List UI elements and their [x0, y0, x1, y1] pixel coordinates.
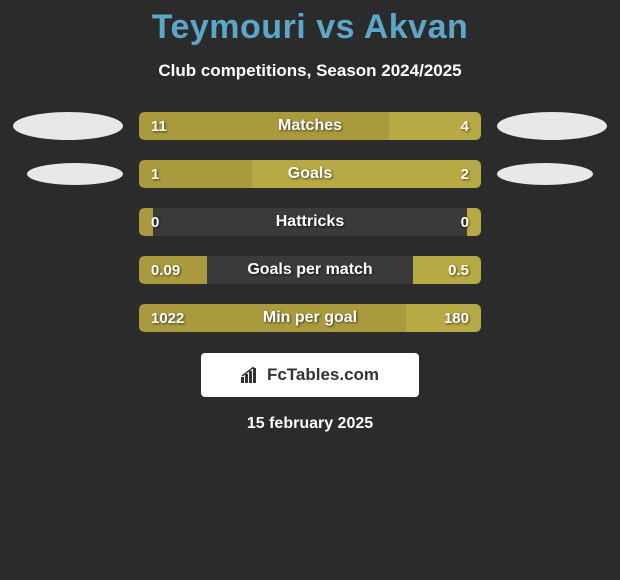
- stat-label: Matches: [139, 112, 481, 140]
- stat-bar: 11Matches4: [139, 112, 481, 140]
- stat-label: Goals per match: [139, 256, 481, 284]
- page-title: Teymouri vs Akvan: [0, 8, 620, 47]
- stat-bar: 0Hattricks0: [139, 208, 481, 236]
- stat-row: 1Goals2: [0, 159, 620, 189]
- player-left-marker: [13, 112, 123, 140]
- bar-chart-icon: [241, 367, 261, 383]
- logo-text: FcTables.com: [241, 365, 379, 385]
- stats-rows: 11Matches4 1Goals2 0Hattricks0 0.09Goals pe…: [0, 111, 620, 333]
- player-left-marker: [27, 163, 123, 185]
- stat-value-right: 4: [461, 112, 469, 140]
- comparison-infographic: Teymouri vs Akvan Club competitions, Sea…: [0, 0, 620, 433]
- stat-row: 0.09Goals per match0.5: [0, 255, 620, 285]
- stat-value-right: 2: [461, 160, 469, 188]
- stat-value-right: 0: [461, 208, 469, 236]
- stat-row: 11Matches4: [0, 111, 620, 141]
- logo-label: FcTables.com: [267, 365, 379, 385]
- stat-bar: 0.09Goals per match0.5: [139, 256, 481, 284]
- logo-box: FcTables.com: [201, 353, 419, 397]
- date-label: 15 february 2025: [0, 415, 620, 433]
- stat-label: Goals: [139, 160, 481, 188]
- stat-row: 1022Min per goal180: [0, 303, 620, 333]
- player-right-marker: [497, 112, 607, 140]
- stat-value-right: 0.5: [448, 256, 469, 284]
- stat-value-right: 180: [444, 304, 469, 332]
- stat-row: 0Hattricks0: [0, 207, 620, 237]
- stat-label: Hattricks: [139, 208, 481, 236]
- stat-bar: 1Goals2: [139, 160, 481, 188]
- stat-label: Min per goal: [139, 304, 481, 332]
- subtitle: Club competitions, Season 2024/2025: [0, 61, 620, 81]
- player-right-marker: [497, 163, 593, 185]
- stat-bar: 1022Min per goal180: [139, 304, 481, 332]
